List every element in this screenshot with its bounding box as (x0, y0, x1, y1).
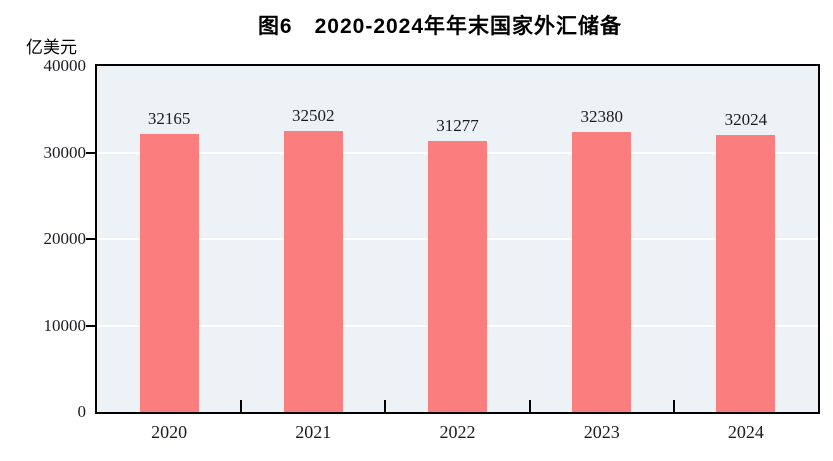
x-axis-tick-mark (672, 400, 675, 412)
bar-value-label: 32502 (292, 105, 335, 125)
bar-value-label: 31277 (436, 116, 479, 136)
chart-title: 图6 2020-2024年年末国家外汇储备 (257, 15, 623, 38)
bar-2022 (428, 141, 487, 412)
bar-2020 (139, 133, 199, 412)
bar-2023 (572, 131, 632, 412)
bar-2021 (283, 130, 343, 412)
y-axis-tick-label: 40000 (43, 56, 87, 75)
y-axis-tick-label: 0 (77, 402, 87, 421)
x-axis-tick-label: 2023 (583, 422, 620, 442)
x-axis-tick-mark (240, 400, 243, 412)
x-axis-tick-label: 2021 (295, 422, 332, 442)
bar-value-label: 32380 (580, 106, 623, 126)
x-axis-tick-label: 2020 (151, 422, 188, 442)
bar-2024 (716, 135, 776, 412)
bar-value-label: 32165 (147, 108, 191, 128)
plot-area: 32165 32502 31277 32380 32024 (95, 64, 820, 414)
x-axis-tick-mark (384, 400, 387, 412)
bar-value-label: 32024 (724, 109, 768, 129)
x-axis-tick-label: 2024 (727, 422, 764, 442)
x-axis-tick-label: 2022 (439, 422, 476, 442)
y-axis-unit-label: 亿美元 (26, 38, 77, 57)
y-axis-tick-label: 20000 (43, 229, 87, 248)
y-axis-tick-mark (86, 238, 95, 240)
x-axis-tick-mark (528, 400, 531, 412)
y-axis-tick-mark (86, 324, 95, 327)
y-axis-tick-label: 30000 (43, 142, 87, 162)
y-axis-tick-mark (86, 151, 95, 154)
y-axis-tick-label: 10000 (43, 315, 87, 335)
